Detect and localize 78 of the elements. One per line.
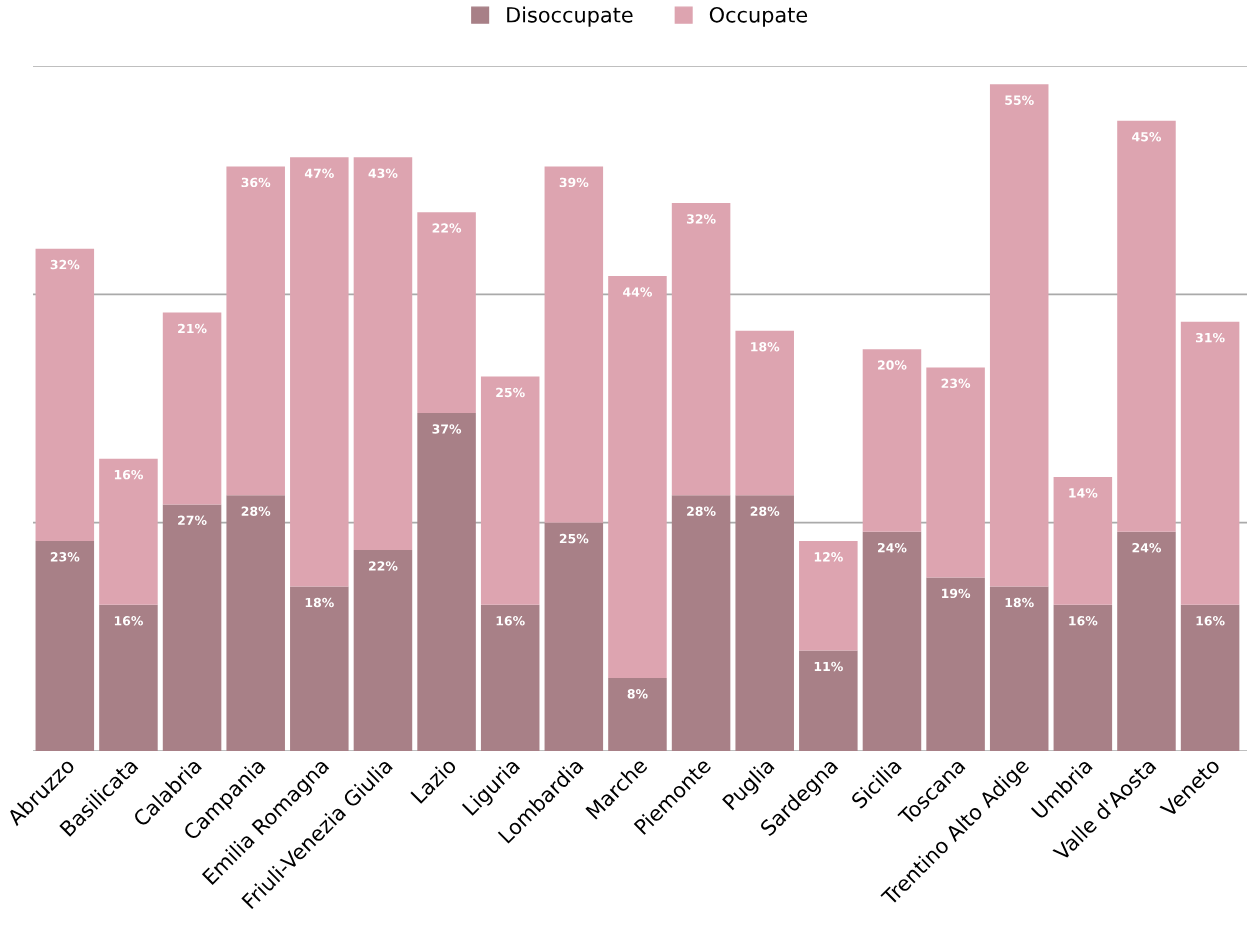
bar — [671, 495, 731, 751]
bar — [926, 577, 985, 751]
data-label: 47% — [304, 168, 334, 178]
bar — [353, 157, 413, 551]
data-label: 28% — [241, 506, 271, 516]
bar — [290, 586, 349, 751]
bar — [162, 504, 222, 751]
data-label: 16% — [1196, 616, 1225, 626]
data-label: 36% — [241, 177, 271, 188]
data-label: 18% — [1005, 597, 1034, 608]
bar — [226, 495, 285, 751]
data-label: 28% — [750, 506, 780, 516]
legend-label: Occupate — [709, 6, 808, 27]
data-label: 31% — [1195, 332, 1225, 343]
data-label: 12% — [814, 552, 843, 562]
data-label: 43% — [368, 168, 398, 178]
bar — [989, 84, 1049, 587]
bar — [926, 367, 985, 578]
data-label: 14% — [1069, 488, 1098, 498]
data-label: 11% — [814, 661, 843, 672]
data-label: 18% — [751, 342, 780, 352]
data-label: 37% — [432, 424, 462, 434]
bar — [1117, 120, 1176, 532]
data-label: 39% — [559, 177, 589, 188]
bar — [735, 330, 794, 496]
bar — [162, 312, 222, 505]
bar — [1117, 531, 1176, 751]
data-label: 8% — [627, 689, 648, 699]
bar — [799, 650, 858, 751]
data-label: 25% — [559, 533, 589, 544]
bar — [671, 203, 731, 496]
data-label: 20% — [877, 360, 907, 370]
data-label: 16% — [114, 469, 143, 480]
bar — [544, 166, 604, 523]
bar — [989, 586, 1049, 751]
data-label: 23% — [941, 378, 971, 389]
bar — [1180, 604, 1240, 751]
bar — [99, 604, 158, 751]
bar — [480, 604, 540, 751]
bar — [35, 248, 95, 541]
data-label: 28% — [687, 506, 716, 516]
bar — [1180, 321, 1240, 605]
data-label: 32% — [686, 214, 716, 224]
bar — [35, 540, 95, 751]
bar — [353, 550, 413, 751]
bar — [862, 349, 922, 532]
data-label: 23% — [50, 552, 80, 562]
bar — [1053, 477, 1113, 605]
data-label: 24% — [1132, 542, 1162, 553]
data-label: 18% — [305, 597, 334, 608]
bar — [290, 157, 349, 587]
data-label: 19% — [942, 588, 971, 599]
bar — [226, 166, 285, 496]
data-label: 24% — [877, 542, 907, 553]
data-label: 16% — [1069, 616, 1098, 626]
bar — [1053, 604, 1113, 751]
bar — [608, 276, 667, 678]
bar — [862, 531, 922, 751]
data-label: 21% — [178, 323, 207, 334]
data-label: 25% — [496, 387, 525, 398]
data-label: 16% — [496, 616, 525, 626]
data-label: 45% — [1132, 131, 1162, 142]
bar — [735, 495, 794, 751]
bar — [417, 212, 476, 414]
data-label: 16% — [114, 616, 143, 626]
data-label: 22% — [432, 223, 462, 233]
data-label: 55% — [1005, 95, 1034, 105]
bar — [417, 413, 476, 751]
bar — [480, 376, 540, 605]
bar — [544, 522, 604, 751]
legend-label: Disoccupate — [507, 6, 633, 27]
bar — [799, 540, 858, 651]
data-label: 22% — [368, 561, 398, 571]
data-label: 27% — [178, 515, 207, 526]
bar — [608, 677, 667, 751]
bar — [99, 458, 158, 605]
data-label: 32% — [50, 259, 80, 270]
data-label: 44% — [623, 287, 653, 297]
